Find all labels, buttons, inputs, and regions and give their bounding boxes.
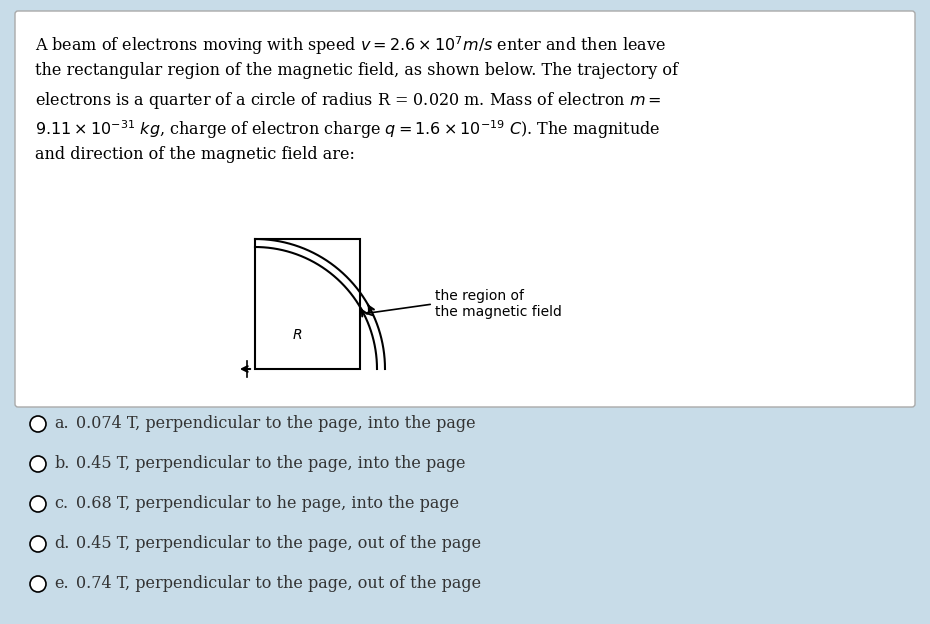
Text: the region of
the magnetic field: the region of the magnetic field [435,289,562,319]
Text: A beam of electrons moving with speed $v = 2.6 \times 10^7 m/s$ enter and then l: A beam of electrons moving with speed $v… [35,34,666,57]
Text: a.: a. [54,416,69,432]
Text: and direction of the magnetic field are:: and direction of the magnetic field are: [35,146,355,163]
Circle shape [30,536,46,552]
Text: d.: d. [54,535,70,552]
Text: 0.68 T, perpendicular to he page, into the page: 0.68 T, perpendicular to he page, into t… [76,495,459,512]
Text: electrons is a quarter of a circle of radius R = 0.020 m. Mass of electron $m =$: electrons is a quarter of a circle of ra… [35,90,661,111]
Text: R: R [293,328,302,342]
Circle shape [30,496,46,512]
Circle shape [30,456,46,472]
Text: e.: e. [54,575,69,593]
Text: c.: c. [54,495,68,512]
Text: 0.45 T, perpendicular to the page, out of the page: 0.45 T, perpendicular to the page, out o… [76,535,481,552]
Text: 0.74 T, perpendicular to the page, out of the page: 0.74 T, perpendicular to the page, out o… [76,575,481,593]
Text: 0.45 T, perpendicular to the page, into the page: 0.45 T, perpendicular to the page, into … [76,456,466,472]
FancyBboxPatch shape [15,11,915,407]
Text: 0.074 T, perpendicular to the page, into the page: 0.074 T, perpendicular to the page, into… [76,416,475,432]
Circle shape [30,576,46,592]
Text: $9.11 \times 10^{-31}$ $kg$, charge of electron charge $q = 1.6 \times 10^{-19}$: $9.11 \times 10^{-31}$ $kg$, charge of e… [35,118,660,140]
Text: b.: b. [54,456,70,472]
Text: the rectangular region of the magnetic field, as shown below. The trajectory of: the rectangular region of the magnetic f… [35,62,678,79]
Bar [255,239,360,369]
Circle shape [30,416,46,432]
